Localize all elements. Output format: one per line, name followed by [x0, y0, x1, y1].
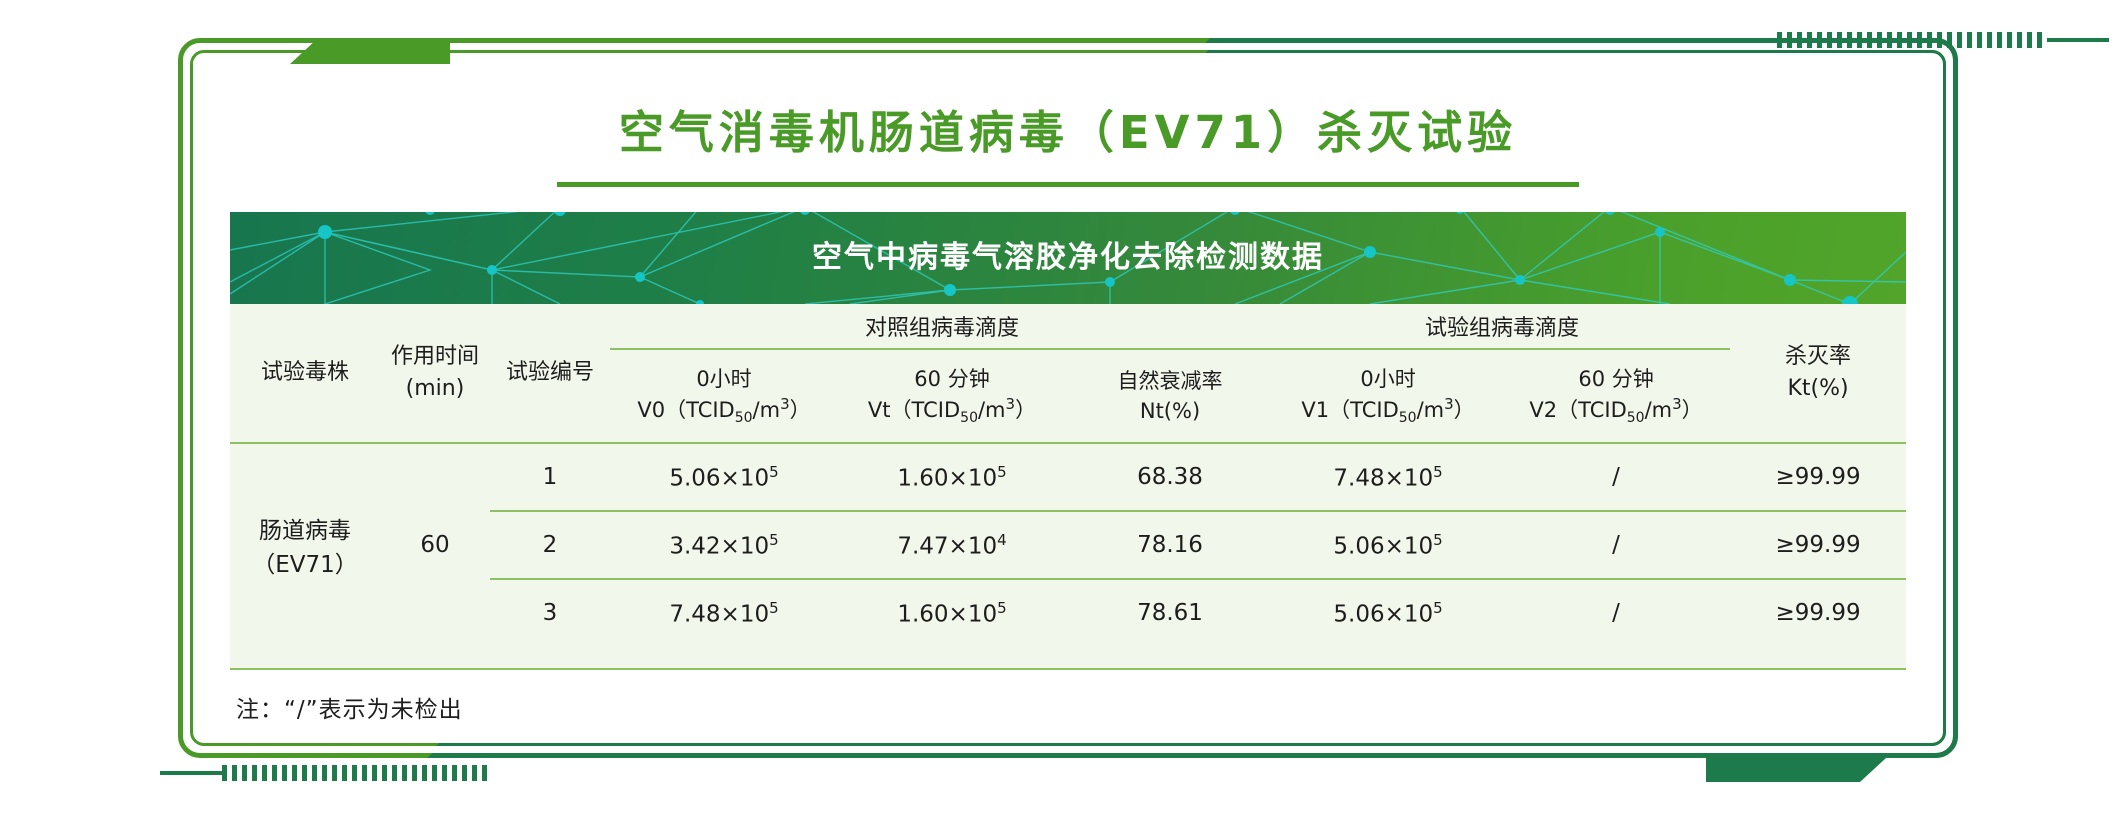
table-footnote: 注：“/”表示为未检出: [236, 697, 463, 723]
page-title: 空气消毒机肠道病毒（EV71）杀灭试验: [618, 106, 1518, 159]
column-header-v2: 60 分钟 V2（TCID50/m3）: [1502, 349, 1730, 443]
section-banner: 空气中病毒气溶胶净化去除检测数据: [230, 212, 1906, 304]
column-header-v0-unit: V0（TCID50/m3）: [637, 394, 811, 427]
cell-v2: /: [1502, 442, 1731, 511]
cell-v2: /: [1502, 578, 1731, 646]
column-header-strain: 试验毒株: [260, 360, 349, 386]
column-header-vt-unit: Vt（TCID50/m3）: [867, 394, 1037, 427]
cell-v1: 5.06×105: [1274, 510, 1503, 579]
rule-bottom-left: [160, 771, 222, 775]
cell-vt: 7.47×104: [838, 510, 1066, 579]
cell-v1: 7.48×105: [1274, 442, 1503, 511]
cell-vt: 1.60×105: [838, 442, 1066, 511]
data-table-container: 试验毒株 作用时间 (min) 试验编号 对照组病毒滴度 试验组病毒滴度 杀灭率…: [230, 304, 1907, 668]
corner-tab-top-left: [290, 40, 450, 64]
column-header-v2-unit: V2（TCID50/m3）: [1529, 394, 1703, 427]
cell-test-no: 3: [490, 578, 610, 646]
cell-nt: 78.61: [1066, 578, 1275, 646]
column-header-kill-rate: 杀灭率 Kt(%): [1785, 344, 1852, 401]
cell-kill-rate: ≥99.99: [1730, 578, 1907, 646]
table-row: 3 7.48×105 1.60×105 78.61 5.06×105 / ≥99…: [230, 578, 1907, 646]
column-header-v1: 0小时 V1（TCID50/m3）: [1274, 349, 1502, 443]
column-header-contact-time: 作用时间 (min): [390, 344, 479, 401]
cell-vt: 1.60×105: [838, 578, 1066, 646]
cell-strain: 肠道病毒 （EV71）: [230, 442, 380, 646]
stripe-ruler-bottom-left: [222, 765, 492, 781]
column-header-v0: 0小时 V0（TCID50/m3）: [610, 349, 838, 443]
cell-v0: 7.48×105: [610, 578, 838, 646]
column-header-vt: 60 分钟 Vt（TCID50/m3）: [838, 349, 1066, 443]
cell-test-no: 1: [490, 442, 610, 511]
table-header-row-subs: 0小时 V0（TCID50/m3） 60 分钟 Vt（TCID50/m3） 自然…: [230, 349, 1906, 443]
cell-v0: 3.42×105: [610, 510, 838, 579]
table-header-row-groups: 试验毒株 作用时间 (min) 试验编号 对照组病毒滴度 试验组病毒滴度 杀灭率…: [230, 304, 1906, 401]
column-header-v1-unit: V1（TCID50/m3）: [1301, 394, 1475, 427]
cell-nt: 78.16: [1066, 510, 1275, 579]
cell-v1: 5.06×105: [1274, 578, 1503, 646]
column-header-test-no: 试验编号: [505, 360, 594, 386]
group-header-test: 试验组病毒滴度: [1274, 304, 1731, 350]
rule-top-right: [2047, 38, 2109, 42]
group-header-control: 对照组病毒滴度: [610, 304, 1275, 350]
corner-tab-bottom-right: [1706, 758, 1886, 782]
network-constellation-decoration: [230, 212, 1906, 304]
title-block: 空气消毒机肠道病毒（EV71）杀灭试验: [190, 106, 1946, 187]
table-row: 2 3.42×105 7.47×104 78.16 5.06×105 / ≥99…: [230, 510, 1907, 579]
cell-test-no: 2: [490, 510, 610, 579]
detection-data-table: 试验毒株 作用时间 (min) 试验编号 对照组病毒滴度 试验组病毒滴度 杀灭率…: [230, 304, 1907, 646]
stripe-ruler-top-right: [1777, 32, 2047, 48]
cell-kill-rate: ≥99.99: [1730, 510, 1907, 579]
cell-contact-time: 60: [380, 442, 490, 646]
cell-kill-rate: ≥99.99: [1730, 442, 1907, 511]
cell-v0: 5.06×105: [610, 442, 838, 511]
cell-nt: 68.38: [1066, 442, 1275, 511]
table-row: 肠道病毒 （EV71） 60 1 5.06×105 1.60×105 68.38…: [230, 442, 1907, 646]
cell-v2: /: [1502, 510, 1731, 579]
title-underline: [557, 182, 1579, 187]
banner-title: 空气中病毒气溶胶净化去除检测数据: [812, 240, 1324, 275]
table-bottom-rule: [230, 668, 1906, 670]
column-header-nt: 自然衰减率 Nt(%): [1117, 368, 1223, 423]
